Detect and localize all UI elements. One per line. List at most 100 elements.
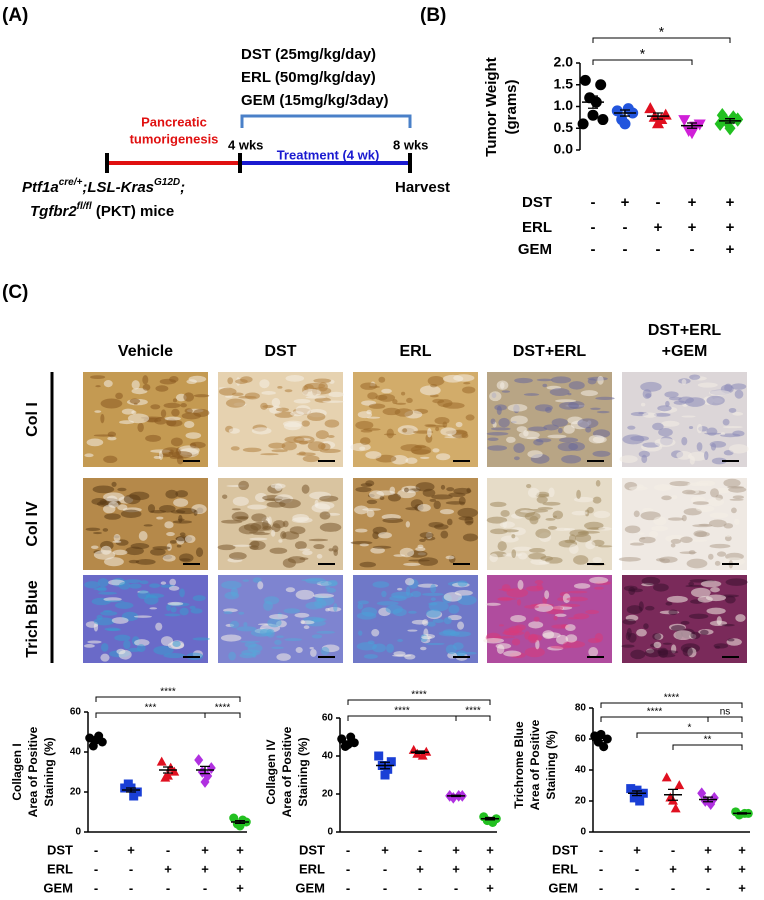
micrograph-texture xyxy=(483,638,505,644)
micrograph-texture xyxy=(653,583,669,592)
micrograph-texture xyxy=(248,531,265,534)
micrograph-texture xyxy=(228,651,236,661)
data-point xyxy=(599,742,609,752)
micrograph-texture xyxy=(107,431,117,438)
micrograph-texture xyxy=(668,609,678,616)
micrograph-texture xyxy=(697,382,718,388)
genotype-part: Tgfbr2 xyxy=(30,203,77,220)
micrograph-texture xyxy=(568,544,579,554)
error-bar xyxy=(687,122,697,129)
micrograph-texture xyxy=(166,531,175,537)
micrograph-texture xyxy=(556,634,569,645)
micrograph-texture xyxy=(240,640,261,643)
treatment-mark: - xyxy=(203,880,207,895)
micrograph-texture xyxy=(228,552,247,560)
micrograph-texture xyxy=(230,446,240,451)
micrograph-texture xyxy=(223,610,233,615)
micrograph-texture xyxy=(328,391,345,398)
treatment-mark: - xyxy=(94,861,98,876)
micrograph-texture xyxy=(310,649,317,657)
micrograph-texture xyxy=(319,522,342,532)
micrograph-texture xyxy=(152,546,171,550)
micrograph-texture xyxy=(415,546,426,552)
data-point xyxy=(685,128,699,140)
y-axis-title: Trichrome Blue xyxy=(512,721,526,809)
micrograph-texture xyxy=(360,429,373,433)
micrograph-texture xyxy=(359,561,376,568)
micrograph-texture xyxy=(696,423,703,434)
significance-label: ** xyxy=(704,735,712,746)
micrograph-texture xyxy=(688,613,709,619)
micrograph-texture xyxy=(706,395,725,406)
micrograph-texture xyxy=(324,419,340,428)
micrograph-texture xyxy=(427,621,436,627)
micrograph-texture xyxy=(112,549,128,556)
micrograph-texture xyxy=(659,556,678,563)
data-point xyxy=(697,787,707,800)
micrograph-texture xyxy=(127,413,150,424)
micrograph-texture xyxy=(255,492,268,503)
column-label: DST+ERL xyxy=(513,343,587,360)
treatment-mark: + xyxy=(738,842,746,857)
micrograph-texture xyxy=(283,421,302,431)
column-label: Vehicle xyxy=(118,343,173,360)
micrograph-texture xyxy=(657,650,679,654)
treatment-mark: - xyxy=(690,241,695,258)
micrograph-texture xyxy=(728,407,737,413)
micrograph-texture xyxy=(698,523,711,526)
micrograph-texture xyxy=(503,529,519,533)
micrograph-texture xyxy=(227,377,234,385)
micrograph-texture xyxy=(507,404,528,412)
row-label: Col IV xyxy=(24,501,41,547)
micrograph-texture xyxy=(689,374,701,380)
micrograph-texture xyxy=(228,428,240,434)
micrograph-texture xyxy=(464,516,474,526)
micrograph-texture xyxy=(461,433,469,439)
micrograph-texture xyxy=(587,378,597,385)
treatment-mark: + xyxy=(726,219,735,236)
micrograph-texture xyxy=(430,383,438,388)
micrograph-texture xyxy=(282,531,300,540)
y-tick-label: 0 xyxy=(580,827,586,838)
micrograph-texture xyxy=(104,600,125,603)
micrograph-texture xyxy=(679,551,697,554)
micrograph-texture xyxy=(403,562,421,567)
micrograph-texture xyxy=(290,411,304,417)
micrograph-texture xyxy=(150,404,161,410)
treatment-mark: - xyxy=(129,880,133,895)
micrograph-texture xyxy=(137,590,151,600)
micrograph-texture xyxy=(500,510,510,517)
treatment-mark: - xyxy=(599,861,603,876)
significance-bracket xyxy=(600,702,743,708)
micrograph-texture xyxy=(628,586,636,596)
micrograph-texture xyxy=(544,590,550,600)
micrograph-texture xyxy=(700,580,722,588)
micrograph-texture xyxy=(408,559,430,562)
significance-bracket xyxy=(600,716,709,722)
micrograph-texture xyxy=(231,392,244,397)
micrograph-texture xyxy=(438,630,460,637)
error-bar xyxy=(415,750,425,754)
treatment-label: GEM xyxy=(43,880,73,895)
micrograph-texture xyxy=(713,643,729,649)
significance-bracket xyxy=(204,712,241,718)
micrograph-texture xyxy=(153,455,162,459)
treatment-mark: - xyxy=(656,241,661,258)
micrograph-texture xyxy=(728,444,749,454)
treatment-mark: - xyxy=(94,842,98,857)
data-point xyxy=(635,796,645,806)
micrograph-texture xyxy=(695,505,715,512)
micrograph-texture xyxy=(688,425,694,430)
micrograph-texture xyxy=(121,408,135,415)
micrograph-texture xyxy=(431,494,453,500)
error-bar xyxy=(737,812,747,815)
micrograph-texture xyxy=(585,426,592,433)
micrograph-texture xyxy=(649,530,659,538)
micrograph-texture xyxy=(496,597,518,601)
y-tick-label: 2.0 xyxy=(554,54,574,70)
micrograph-texture xyxy=(402,428,408,433)
data-point xyxy=(194,754,204,766)
micrograph-texture xyxy=(264,498,283,502)
micrograph-texture xyxy=(320,646,330,656)
y-tick-label: 20 xyxy=(70,787,82,798)
